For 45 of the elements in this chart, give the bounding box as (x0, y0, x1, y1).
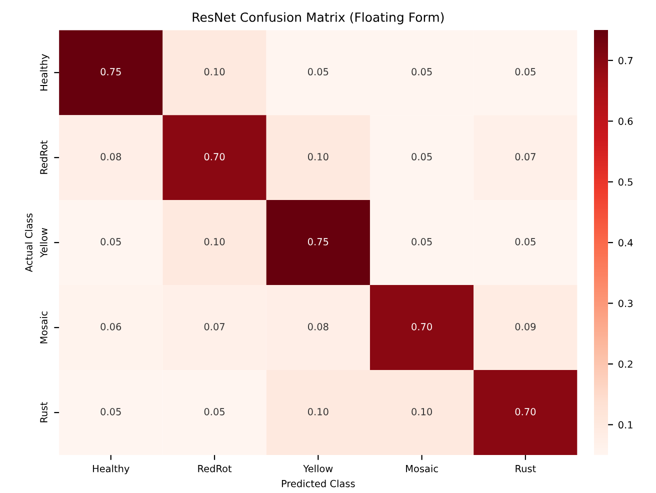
x-tick-label: Mosaic (406, 464, 438, 472)
data-label: 0.75 (100, 68, 121, 76)
x-tick-label: Rust (516, 465, 536, 472)
y-tick-label: Yellow (40, 228, 48, 258)
data-label: 0.05 (515, 68, 536, 76)
data-label: 0.10 (412, 408, 432, 416)
color-bar-label: 0.4 (618, 239, 633, 246)
y-axis-title: Actual Class (24, 213, 32, 272)
y-tick-label: Healthy (40, 54, 50, 90)
x-axis-title: Predicted Class (282, 480, 355, 488)
data-label: 0.08 (308, 323, 328, 330)
x-tick-label: RedRot (198, 464, 232, 472)
color-bar-label: 0.7 (618, 56, 632, 64)
y-tick-label: RedRot (40, 140, 48, 174)
data-label: 0.10 (308, 408, 328, 416)
data-label: 0.08 (100, 153, 122, 160)
color-bar-label: 0.6 (618, 118, 633, 125)
data-label: 0.07 (204, 323, 225, 330)
y-tick-label: Mosaic (40, 311, 48, 344)
color-bar-label: 0.5 (618, 178, 632, 186)
data-label: 0.75 (308, 238, 328, 246)
data-label: 0.10 (308, 153, 328, 160)
data-label: 0.70 (204, 153, 225, 160)
data-label: 0.05 (515, 238, 536, 246)
data-label: 0.05 (412, 153, 432, 160)
chart-title: ResNet Confusion Matrix (Floating Form) (192, 12, 444, 24)
data-label: 0.05 (412, 238, 432, 246)
data-label: 0.07 (515, 153, 536, 160)
data-label: 0.05 (412, 68, 432, 76)
y-tick-label: Rust (40, 402, 48, 422)
color-bar-label: 0.1 (618, 421, 632, 429)
x-tick-label: Healthy (92, 464, 130, 474)
data-label: 0.10 (204, 68, 225, 76)
data-label: 0.09 (515, 323, 536, 330)
data-label: 0.10 (204, 238, 225, 246)
color-bar-label: 0.2 (618, 360, 632, 368)
data-label: 0.05 (100, 408, 121, 416)
data-label: 0.70 (515, 408, 536, 416)
data-label: 0.05 (308, 68, 328, 76)
data-label: 0.05 (100, 238, 121, 246)
color-bar-label: 0.3 (618, 300, 633, 308)
data-label: 0.06 (100, 323, 122, 330)
data-label: 0.05 (204, 408, 224, 416)
data-label: 0.70 (412, 323, 432, 330)
x-tick-label: Yellow (303, 464, 333, 472)
